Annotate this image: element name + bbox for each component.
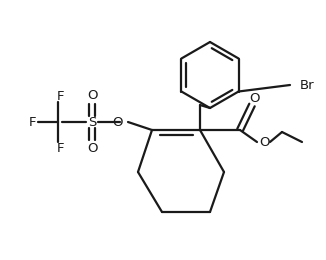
Text: O: O [87, 142, 97, 155]
Text: S: S [88, 115, 96, 128]
Text: O: O [87, 88, 97, 101]
Text: F: F [56, 141, 64, 154]
Text: O: O [260, 135, 270, 148]
Text: O: O [112, 115, 123, 128]
Text: O: O [249, 92, 259, 105]
Text: F: F [56, 89, 64, 102]
Text: Br: Br [300, 79, 315, 92]
Text: F: F [28, 115, 36, 128]
